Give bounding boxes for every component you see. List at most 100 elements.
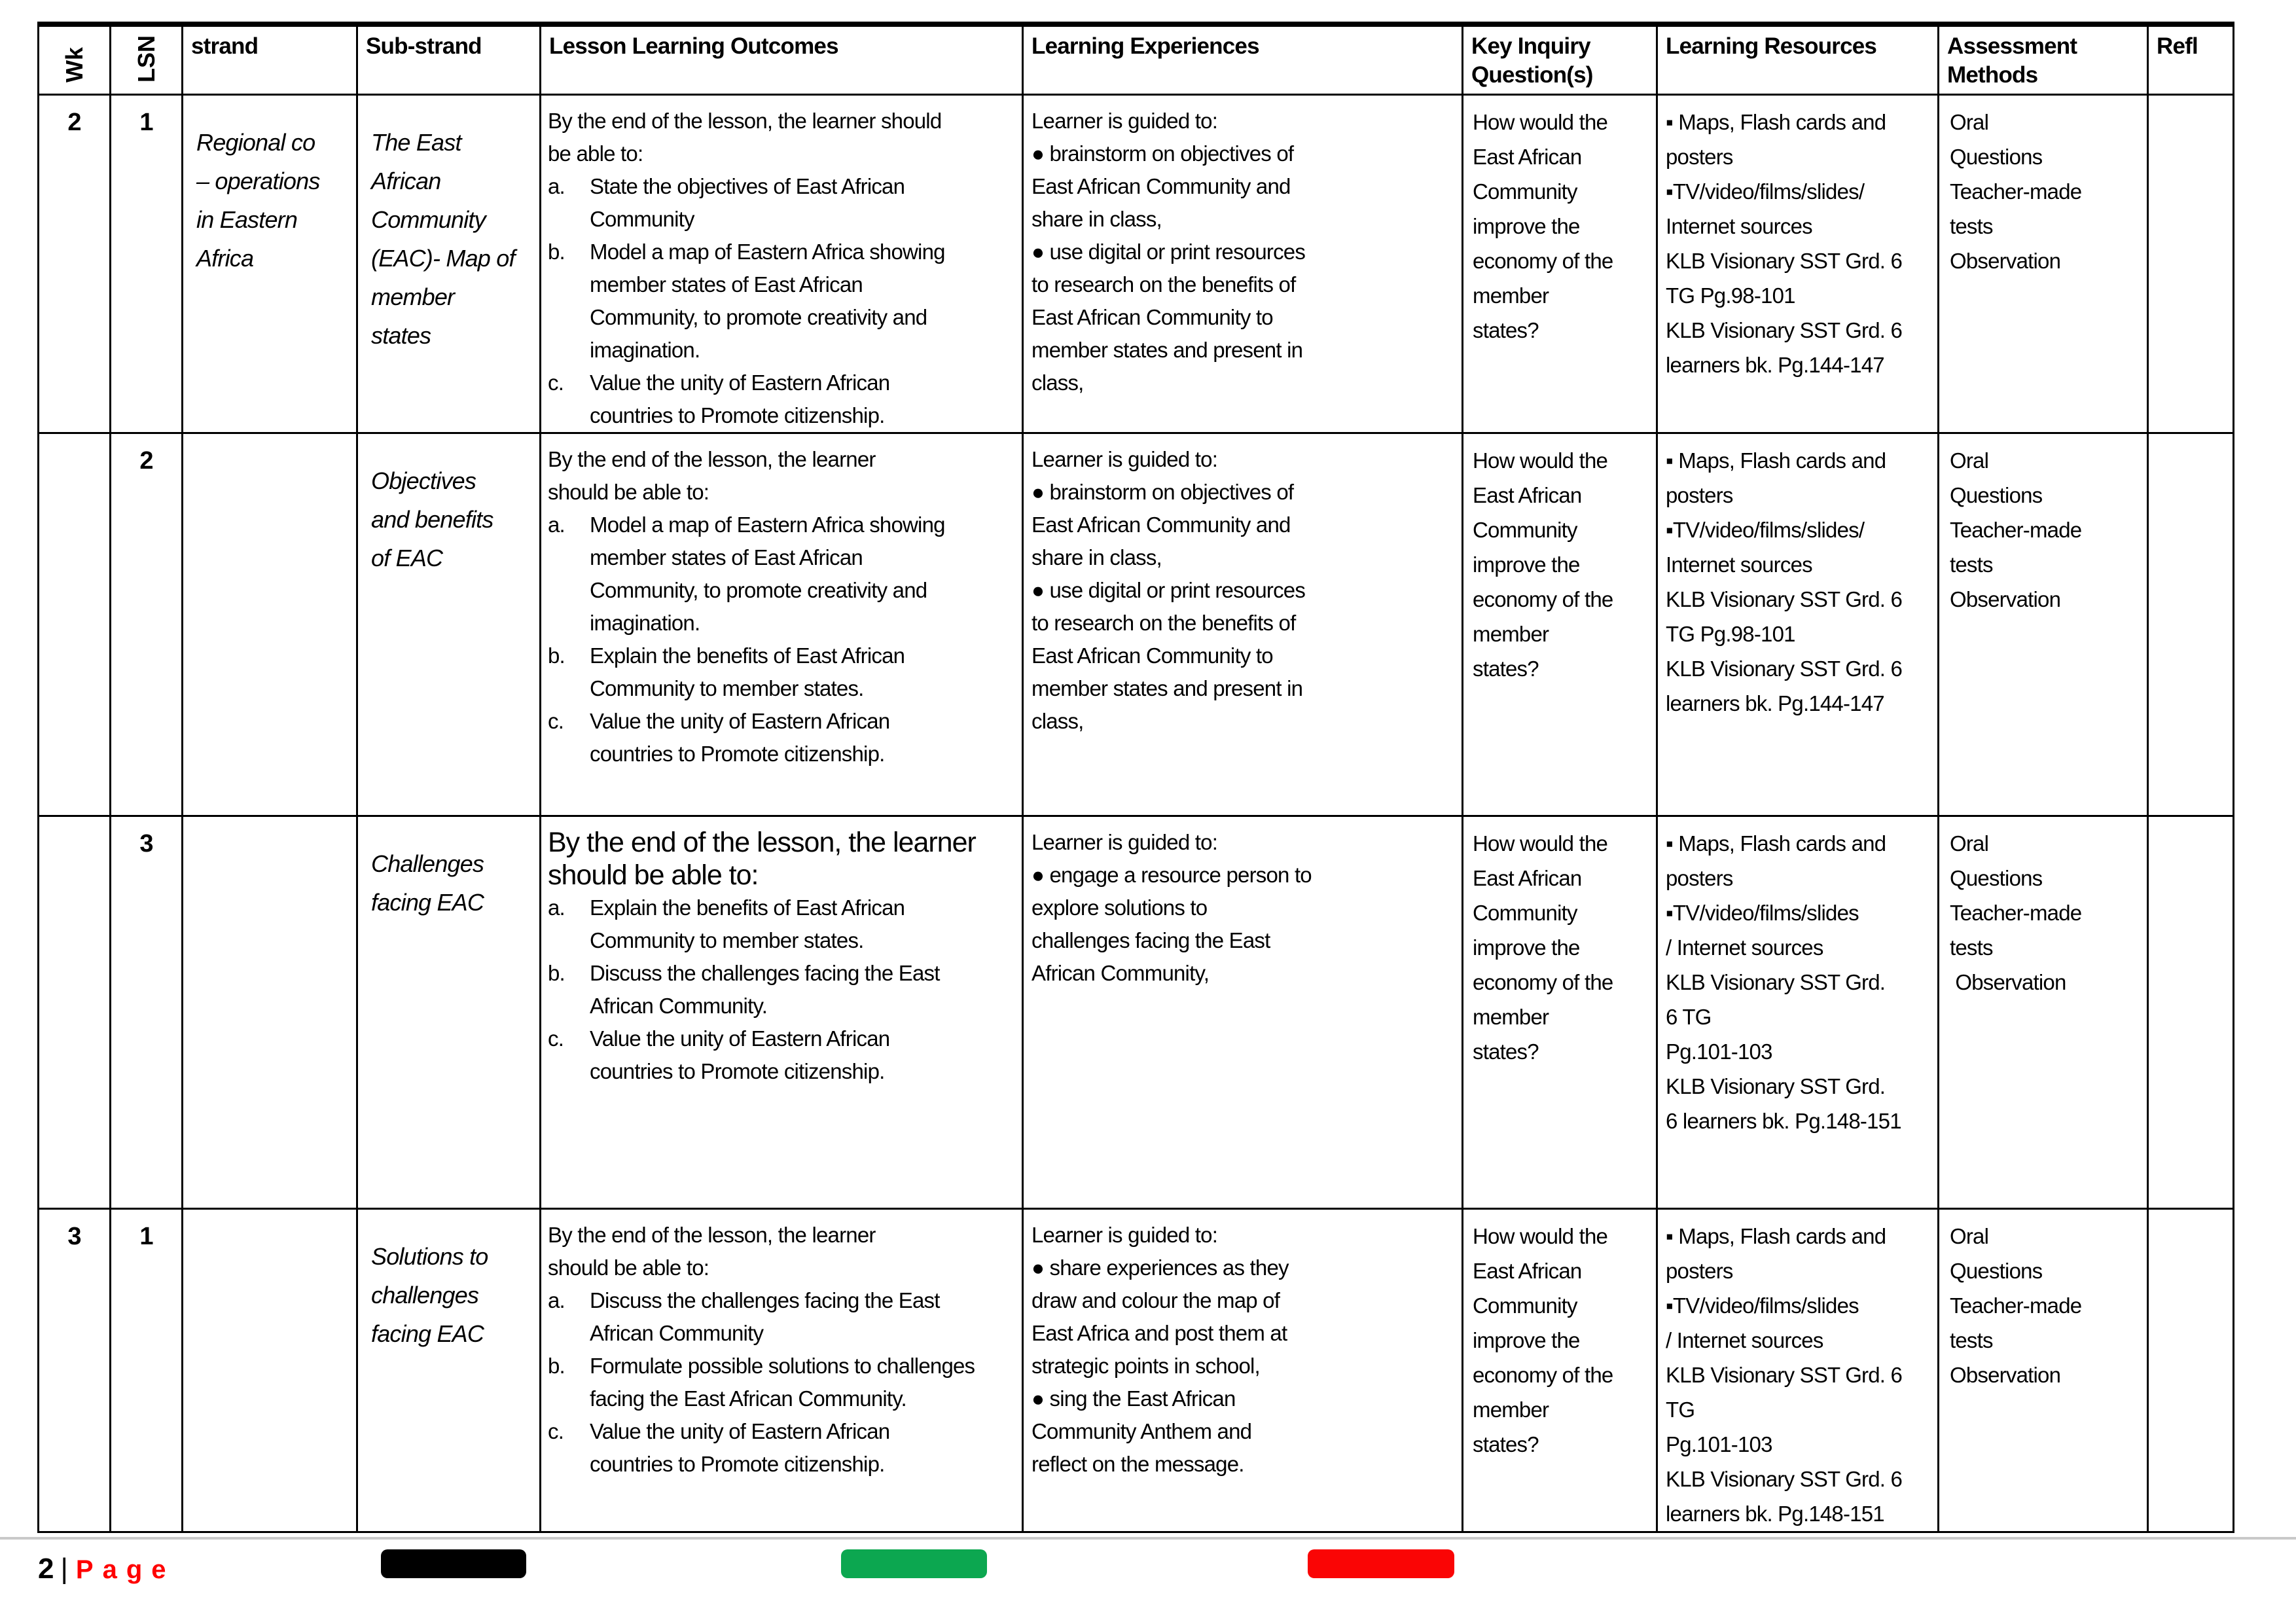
text-line: – operations	[196, 167, 320, 194]
outcomes-cell: By the end of the lesson, the learner sh…	[539, 93, 1024, 434]
text-line: Questions	[1950, 482, 2043, 507]
text-line: improve the	[1473, 935, 1580, 960]
resources-cell: ▪ Maps, Flash cards and posters ▪TV/video/…	[1656, 93, 1939, 434]
strand-cell	[181, 431, 358, 817]
text-line: Community	[590, 206, 694, 231]
outcomes-cell: By the end of the lesson, the learner sho…	[539, 814, 1024, 1210]
text-line: of EAC	[371, 544, 443, 571]
text-line: facing EAC	[371, 888, 484, 916]
text-line: member states of East African	[590, 272, 863, 297]
text-line: improve the	[1473, 552, 1580, 577]
scheme-of-work-table: Wk LSN strand Sub-strand Lesson Learning…	[37, 22, 2234, 1533]
lsn-cell: 3	[109, 814, 183, 1210]
text-line: Regional co	[196, 128, 315, 156]
text-line: Learner is guided to:	[1031, 829, 1218, 854]
text-line: be able to:	[548, 141, 643, 166]
sub-strand-cell: Challenges facing EAC	[356, 814, 541, 1210]
footer-bar-green	[841, 1549, 987, 1578]
text-line: KLB Visionary SST Grd. 6	[1666, 248, 1903, 273]
text-line: East African	[1473, 865, 1582, 890]
text-line: TG Pg.98-101	[1666, 621, 1795, 646]
text-line: How would the	[1473, 1223, 1608, 1248]
text-line: By the end of the lesson, the learner	[548, 826, 977, 858]
text-line: East African Community to	[1031, 643, 1274, 668]
resources-cell: ▪ Maps, Flash cards and posters ▪TV/video/…	[1656, 1207, 1939, 1533]
text-line: (EAC)- Map of	[371, 244, 515, 272]
text-line: Community, to promote creativity and	[590, 577, 927, 602]
text-line: Discuss the challenges facing the East	[590, 960, 940, 985]
strand-cell	[181, 1207, 358, 1533]
column-header-strand: strand	[181, 23, 358, 96]
text-line: African	[371, 167, 441, 194]
lsn-cell: 2	[109, 431, 183, 817]
text-line: economy of the	[1473, 1362, 1613, 1387]
sub-strand-cell: Objectives and benefits of EAC	[356, 431, 541, 817]
text-line: economy of the	[1473, 248, 1613, 273]
wk-header-label: Wk	[60, 46, 88, 82]
text-line: East African	[1473, 1258, 1582, 1283]
text-line: should be able to:	[548, 859, 759, 891]
text-line: East African	[1473, 144, 1582, 169]
text-line: economy of the	[1473, 969, 1613, 994]
text-line: posters	[1666, 482, 1733, 507]
column-header-outcomes: Lesson Learning Outcomes	[539, 23, 1024, 96]
text-line: posters	[1666, 1258, 1733, 1283]
text-line: share in class,	[1031, 206, 1162, 231]
text-line: Internet sources	[1666, 213, 1813, 238]
text-line: learners bk. Pg.148-151	[1666, 1501, 1885, 1526]
text-line: learners bk. Pg.144-147	[1666, 691, 1885, 715]
outcome-item: a. Explain the benefits of East African C…	[548, 892, 1016, 957]
text-line: By the end of the lesson, the learner	[548, 446, 876, 471]
text-line: member states of East African	[590, 545, 863, 569]
text-line: ▪TV/video/films/slides/	[1666, 179, 1865, 204]
inquiry-cell: How would the East African Community improv…	[1462, 431, 1658, 817]
text-line: 6 learners bk. Pg.148-151	[1666, 1108, 1902, 1133]
text-line: Questions	[1950, 1258, 2043, 1283]
text-line: ▪TV/video/films/slides	[1666, 900, 1859, 925]
text-line: countries to Promote citizenship.	[590, 741, 885, 766]
text-line: learners bk. Pg.144-147	[1666, 352, 1885, 377]
text-line: states?	[1473, 656, 1539, 681]
assessment-cell: Oral Questions Teacher-made tests Observatio…	[1937, 93, 2149, 434]
text-line: imagination.	[590, 337, 700, 362]
text-line: countries to Promote citizenship.	[590, 403, 885, 427]
footer-bar-red	[1308, 1549, 1454, 1578]
strand-cell: Regional co – operations in Eastern Africa	[181, 93, 358, 434]
text-line: Community to member states.	[590, 676, 864, 700]
assessment-cell: Oral Questions Teacher-made tests Observatio…	[1937, 431, 2149, 817]
text-line: TG Pg.98-101	[1666, 283, 1795, 308]
text-line: How would the	[1473, 831, 1608, 856]
text-line: Pg.101-103	[1666, 1039, 1772, 1064]
refl-cell	[2147, 1207, 2234, 1533]
text-line: tests	[1950, 935, 1994, 960]
experiences-cell: Learner is guided to: ● engage a resource…	[1022, 814, 1463, 1210]
text-line: posters	[1666, 865, 1733, 890]
sub-strand-cell: The East African Community (EAC)- Map of mem…	[356, 93, 541, 434]
text-line: economy of the	[1473, 586, 1613, 611]
text-line: countries to Promote citizenship.	[590, 1451, 885, 1476]
table-row: 2 1 Regional co – operations in Eastern Afr…	[37, 93, 2234, 434]
text-line: Objectives	[371, 467, 476, 494]
text-line: The East	[371, 128, 461, 156]
page-break-divider	[0, 1537, 2296, 1540]
table-row: 3 Challenges facing EAC By the end of the…	[37, 814, 2234, 1210]
text-line: draw and colour the map of	[1031, 1288, 1280, 1312]
text-line: states?	[1473, 317, 1539, 342]
text-line: Community Anthem and	[1031, 1418, 1252, 1443]
text-line: Observation	[1950, 969, 2066, 994]
refl-cell	[2147, 93, 2234, 434]
text-line: Explain the benefits of East African	[590, 895, 905, 920]
page-label: Page	[75, 1555, 175, 1584]
wk-cell	[37, 431, 111, 817]
text-line: KLB Visionary SST Grd. 6 TG	[1666, 1362, 1903, 1422]
outcomes-cell: By the end of the lesson, the learner sho…	[539, 431, 1024, 817]
outcomes-cell: By the end of the lesson, the learner sho…	[539, 1207, 1024, 1533]
text-line: member	[1473, 621, 1549, 646]
column-header-experiences: Learning Experiences	[1022, 23, 1463, 96]
text-line: African Community,	[1031, 960, 1210, 985]
text-line: Learner is guided to:	[1031, 1222, 1218, 1247]
text-line: in Eastern	[196, 206, 298, 233]
text-line: Questions	[1950, 865, 2043, 890]
text-line: class,	[1031, 370, 1084, 395]
